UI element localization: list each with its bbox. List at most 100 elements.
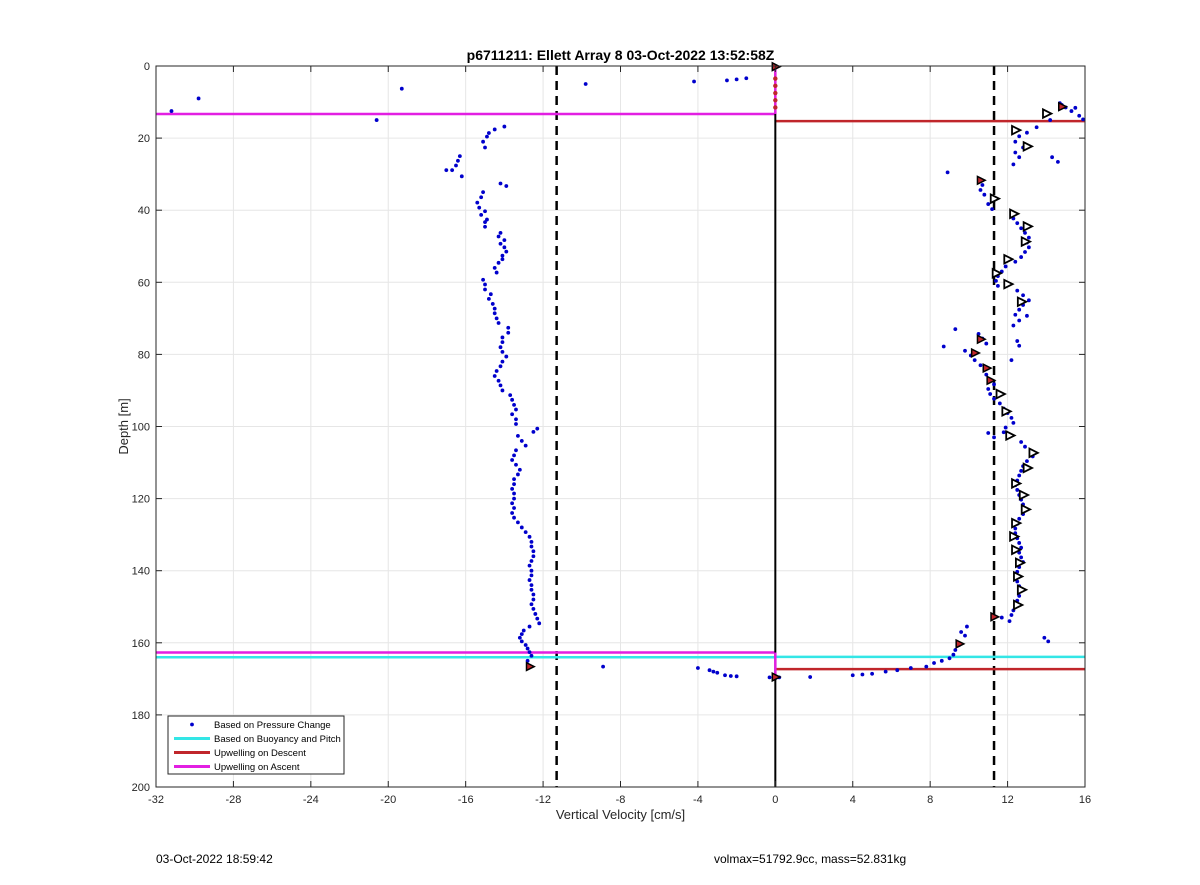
pressure-point	[1077, 113, 1082, 118]
pressure-point	[734, 674, 739, 679]
pressure-point	[953, 648, 958, 652]
pressure-point	[506, 325, 511, 330]
pressure-point	[456, 158, 460, 163]
descent-marker	[990, 611, 1001, 622]
pressure-point	[492, 265, 497, 270]
pressure-point	[734, 77, 739, 82]
pressure-point	[521, 628, 526, 633]
pressure-point	[1011, 323, 1016, 328]
pressure-point	[512, 515, 516, 520]
pressure-point	[527, 650, 532, 655]
ascent-marker	[1020, 503, 1033, 516]
stalled-point	[773, 105, 778, 110]
pressure-point	[978, 188, 983, 192]
pressure-point	[1013, 259, 1018, 264]
pressure-point	[169, 109, 174, 113]
pressure-point	[711, 669, 716, 674]
pressure-point	[500, 388, 505, 393]
pressure-point	[483, 282, 487, 287]
pressure-point	[1046, 639, 1051, 644]
pressure-point	[1015, 579, 1020, 584]
pressure-point	[525, 646, 530, 651]
pressure-point	[1026, 298, 1031, 303]
pressure-point	[870, 671, 875, 676]
pressure-point	[477, 205, 482, 210]
ascent-marker	[1011, 517, 1023, 529]
pressure-point	[498, 231, 503, 235]
pressure-point	[1025, 313, 1029, 318]
ascent-marker	[1022, 140, 1035, 153]
pressure-point	[767, 675, 772, 680]
ascent-marker	[989, 193, 1002, 205]
y-tick-label: 0	[144, 61, 150, 73]
pressure-point	[744, 76, 749, 81]
ascent-marker	[1028, 447, 1040, 459]
pressure-point	[481, 139, 485, 144]
pressure-point	[529, 573, 534, 578]
y-tick-label: 140	[132, 566, 150, 578]
pressure-point	[1069, 109, 1074, 113]
pressure-point	[510, 486, 515, 491]
pressure-point	[496, 234, 501, 239]
ascent-marker	[991, 267, 1004, 279]
pressure-point	[980, 183, 985, 187]
pressure-point	[527, 534, 532, 539]
pressure-point	[527, 624, 532, 629]
pressure-point	[514, 407, 518, 412]
pressure-point	[986, 202, 991, 206]
pressure-point	[492, 306, 497, 311]
x-tick-label: -32	[148, 794, 164, 806]
pressure-point	[486, 296, 491, 301]
pressure-point	[514, 417, 518, 422]
pressure-point	[533, 612, 538, 616]
pressure-point	[953, 327, 958, 332]
pressure-point	[483, 220, 487, 224]
pressure-point	[1026, 245, 1031, 250]
pressure-point	[496, 260, 501, 265]
pressure-point	[1042, 635, 1047, 640]
pressure-point	[512, 506, 516, 510]
pressure-point	[696, 666, 700, 670]
pressure-point	[196, 96, 201, 101]
pressure-point	[502, 238, 507, 243]
pressure-point	[1011, 162, 1016, 167]
x-tick-label: 16	[1079, 794, 1091, 806]
footer-info: volmax=51792.9cc, mass=52.831kg	[714, 852, 907, 866]
legend-swatch-dot	[190, 722, 194, 727]
pressure-point	[1003, 264, 1008, 269]
pressure-point	[485, 134, 489, 139]
pressure-point	[494, 270, 499, 275]
pressure-point	[529, 653, 534, 658]
ascent-marker	[1011, 477, 1023, 490]
pressure-point	[531, 430, 536, 434]
ascent-marker	[1014, 557, 1027, 569]
y-tick-label: 100	[132, 422, 150, 434]
ascent-marker	[1042, 107, 1054, 120]
pressure-point	[514, 462, 518, 467]
pressure-point	[1011, 420, 1016, 425]
ascent-marker	[1022, 462, 1035, 474]
pressure-point	[986, 431, 991, 435]
pressure-point	[984, 372, 989, 377]
x-tick-label: 0	[772, 794, 778, 806]
legend-label: Upwelling on Ascent	[214, 762, 300, 773]
pressure-point	[504, 249, 509, 254]
pressure-point	[502, 245, 507, 250]
pressure-point	[457, 154, 462, 159]
pressure-point	[999, 615, 1004, 620]
pressure-point	[535, 616, 540, 621]
pressure-point	[982, 192, 987, 197]
pressure-point	[723, 673, 727, 678]
pressure-point	[1025, 130, 1029, 135]
reference-lines	[156, 66, 1085, 787]
y-tick-label: 160	[132, 638, 150, 650]
ascent-marker	[1003, 278, 1015, 290]
pressure-point	[454, 163, 458, 168]
pressure-point	[500, 340, 505, 345]
legend-label: Based on Buoyancy and Pitch	[214, 734, 341, 745]
pressure-point	[529, 568, 534, 573]
pressure-point	[1019, 255, 1024, 259]
pressure-point	[498, 181, 503, 186]
ascent-marker	[1022, 220, 1035, 233]
